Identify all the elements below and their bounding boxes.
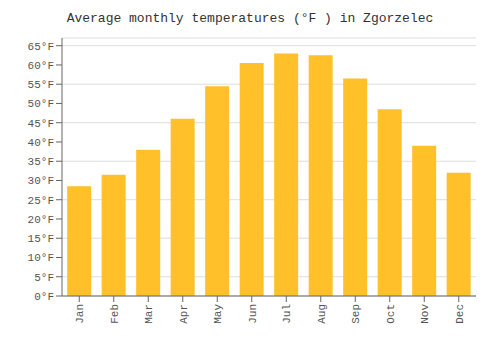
svg-text:65°F: 65°F (28, 41, 54, 53)
svg-text:60°F: 60°F (28, 60, 54, 72)
svg-text:Dec: Dec (454, 304, 466, 324)
svg-text:Sep: Sep (350, 304, 362, 324)
svg-text:Oct: Oct (385, 304, 397, 324)
svg-text:5°F: 5°F (34, 272, 54, 284)
svg-text:10°F: 10°F (28, 252, 54, 264)
svg-text:Jul: Jul (281, 304, 293, 324)
svg-text:Jan: Jan (74, 304, 86, 324)
svg-text:25°F: 25°F (28, 195, 54, 207)
svg-text:45°F: 45°F (28, 118, 54, 130)
svg-text:20°F: 20°F (28, 214, 54, 226)
svg-text:15°F: 15°F (28, 233, 54, 245)
svg-text:Feb: Feb (109, 304, 121, 324)
svg-text:55°F: 55°F (28, 79, 54, 91)
svg-text:Jun: Jun (247, 304, 259, 324)
svg-text:40°F: 40°F (28, 137, 54, 149)
svg-text:35°F: 35°F (28, 156, 54, 168)
svg-text:0°F: 0°F (34, 291, 54, 303)
html-text:Average monthly temperatures (: Average monthly temperatures (°F ) in Zg… (66, 11, 434, 26)
svg-text:Aug: Aug (316, 304, 328, 324)
svg-text:May: May (212, 304, 224, 324)
svg-text:30°F: 30°F (28, 175, 54, 187)
svg-text:50°F: 50°F (28, 98, 54, 110)
svg-text:Mar: Mar (143, 304, 155, 324)
svg-text:Nov: Nov (419, 304, 431, 324)
svg-text:Apr: Apr (178, 304, 190, 324)
